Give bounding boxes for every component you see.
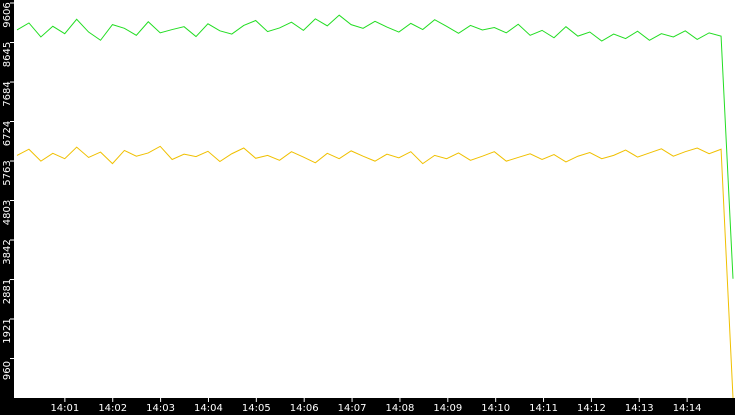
y-tick-label: 960	[2, 361, 13, 380]
y-tick-label: 5763	[2, 160, 13, 185]
series-line	[16, 14, 734, 279]
plot-area	[14, 0, 735, 398]
y-tick-label: 9606	[2, 2, 13, 27]
y-tick-label: 1921	[2, 318, 13, 343]
x-tick-label: 14:08	[386, 403, 415, 414]
x-tick-label: 14:10	[481, 403, 510, 414]
x-tick-label: 14:03	[146, 403, 175, 414]
x-tick-label: 14:09	[433, 403, 462, 414]
x-tick-label: 14:01	[50, 403, 79, 414]
x-tick-label: 14:05	[242, 403, 271, 414]
x-tick-label: 14:02	[98, 403, 127, 414]
x-tick-label: 14:07	[338, 403, 367, 414]
x-tick-label: 14:14	[673, 403, 702, 414]
x-tick-label: 14:11	[529, 403, 558, 414]
y-tick-label: 8645	[2, 42, 13, 67]
y-tick-label: 7684	[2, 81, 13, 106]
y-tick-label: 3842	[2, 239, 13, 264]
x-tick-label: 14:12	[577, 403, 606, 414]
y-tick-label: 6724	[2, 121, 13, 146]
x-tick-label: 14:13	[625, 403, 654, 414]
y-tick-label: 2881	[2, 279, 13, 304]
x-tick-label: 14:04	[194, 403, 223, 414]
series-line	[16, 145, 734, 399]
x-tick-label: 14:06	[290, 403, 319, 414]
y-tick-label: 4803	[2, 200, 13, 225]
